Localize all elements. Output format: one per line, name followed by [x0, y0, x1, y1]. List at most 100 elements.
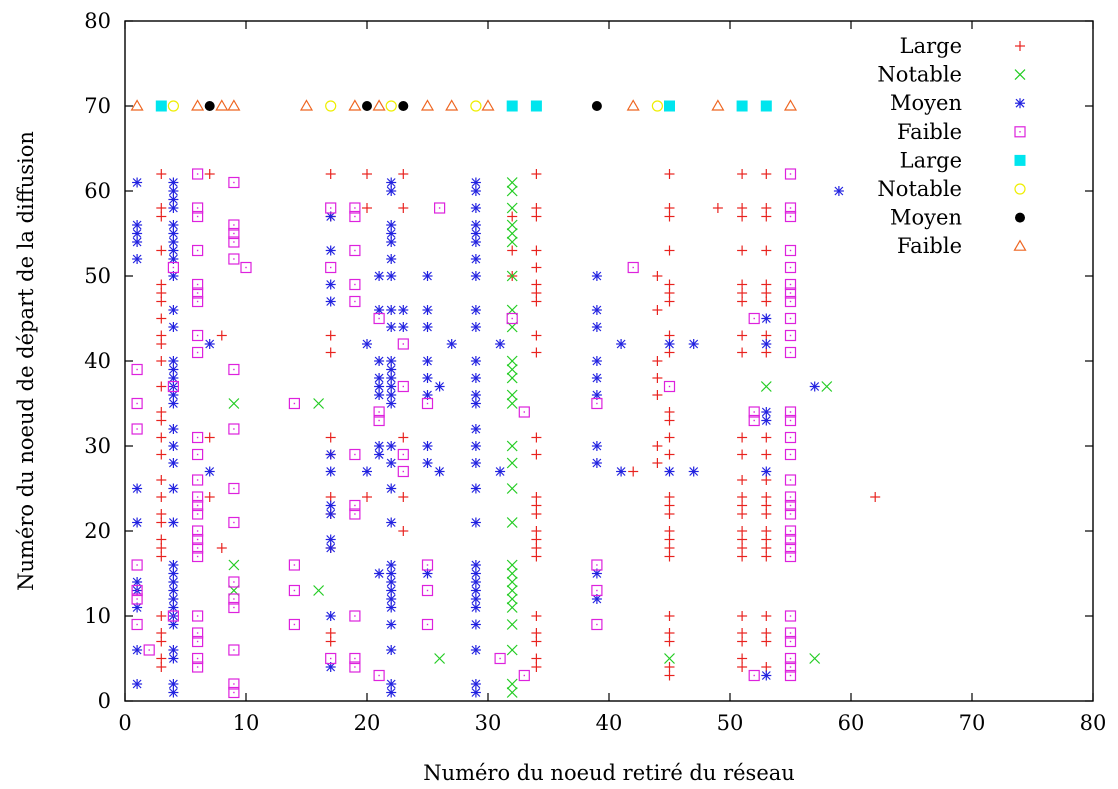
x-tick-label: 10	[233, 711, 260, 735]
data-point-plus	[507, 211, 518, 222]
data-point-cross	[506, 678, 518, 690]
data-point-square-open	[784, 414, 797, 427]
data-point-plus	[156, 415, 167, 426]
data-point-cross	[506, 687, 518, 698]
data-point-plus	[761, 509, 772, 519]
data-point-plus	[325, 330, 336, 341]
data-point-plus	[664, 534, 675, 545]
data-point-star	[168, 585, 179, 596]
data-point-star	[325, 534, 336, 545]
data-point-star	[132, 602, 143, 613]
data-point-plus	[156, 653, 167, 664]
data-point-square-open	[192, 431, 204, 444]
data-point-cross	[506, 585, 518, 596]
data-point-square-open	[228, 601, 240, 614]
data-point-star	[168, 568, 179, 579]
data-point-star	[398, 322, 409, 332]
data-point-plus	[156, 534, 167, 545]
data-point-plus	[737, 662, 748, 672]
data-point-square-open	[288, 584, 300, 597]
data-point-plus	[531, 636, 542, 647]
legend-label: Notable	[877, 177, 962, 201]
data-point-square-open	[192, 210, 204, 223]
data-point-plus	[531, 245, 542, 256]
data-point-star	[470, 619, 481, 630]
data-point-star	[325, 509, 336, 519]
data-point-plus	[362, 203, 372, 213]
data-point-star	[168, 424, 179, 434]
data-point-star	[386, 237, 397, 247]
data-point-square-open	[192, 491, 204, 503]
x-tick-label: 80	[1080, 711, 1107, 735]
data-point-star	[168, 203, 179, 213]
data-point-star	[386, 177, 397, 188]
data-point-star	[470, 398, 481, 409]
data-point-plus	[325, 636, 336, 647]
data-point-star	[470, 237, 481, 247]
data-point-square-open	[784, 312, 797, 325]
data-point-star	[761, 407, 772, 417]
axis-ticks: 0 10 20 30 40 50 60 70 80 0 10 20 30 40 50 60 70 80	[84, 9, 1106, 735]
x-tick-label: 60	[838, 711, 865, 735]
data-point-cross	[506, 177, 518, 188]
data-point-plus	[156, 330, 167, 341]
data-point-square-open	[784, 550, 797, 563]
data-point-square-filled	[530, 100, 542, 112]
data-point-triangle-open	[130, 99, 144, 111]
data-point-square-open	[784, 431, 797, 444]
data-point-plus	[761, 203, 772, 213]
data-point-star	[374, 449, 385, 460]
data-point-plus	[737, 330, 748, 341]
data-point-square-open	[192, 525, 204, 537]
data-point-plus	[664, 509, 675, 519]
data-point-circle-filled	[591, 101, 602, 111]
data-point-plus	[761, 636, 772, 647]
data-point-square-open	[192, 550, 204, 563]
data-point-plus	[398, 203, 409, 213]
data-point-star	[422, 458, 433, 468]
data-point-plus	[664, 245, 675, 256]
data-point-plus	[761, 611, 772, 621]
data-point-plus	[664, 169, 675, 179]
data-point-square-open	[288, 559, 300, 571]
data-point-square-open	[131, 618, 143, 631]
data-point-square-open	[349, 661, 361, 673]
data-point-square-open	[192, 508, 204, 520]
data-point-star	[422, 441, 433, 451]
data-point-star	[688, 466, 699, 477]
data-point-square-open	[192, 278, 204, 291]
data-point-square-open	[349, 652, 361, 665]
data-point-square-open	[349, 202, 361, 214]
data-point-star	[132, 237, 143, 247]
data-point-plus	[156, 611, 167, 621]
data-point-plus	[398, 432, 409, 443]
data-point-cross	[506, 389, 518, 401]
data-point-star	[204, 339, 215, 349]
data-point-square-open	[192, 287, 204, 299]
data-point-star	[616, 466, 627, 477]
data-point-square-open	[228, 219, 240, 231]
legend-label: Faible	[897, 234, 962, 258]
data-point-star	[761, 313, 772, 324]
data-point-star	[386, 483, 397, 494]
data-point-square-open	[131, 593, 143, 605]
data-point-star	[132, 220, 143, 230]
data-point-square-open	[167, 610, 179, 622]
data-point-star	[386, 645, 397, 655]
data-point-plus	[652, 390, 663, 400]
data-point-star	[362, 339, 372, 349]
data-point-plus	[204, 169, 215, 179]
data-point-star	[386, 364, 397, 375]
data-point-star	[470, 373, 481, 383]
data-point-square-open	[421, 618, 434, 631]
x-axis-title: Numéro du noeud retiré du réseau	[423, 761, 795, 785]
data-point-star	[591, 322, 602, 332]
x-tick-label: 30	[475, 711, 502, 735]
data-point-plus	[156, 279, 167, 290]
data-point-plus	[156, 432, 167, 443]
data-point-cross	[506, 517, 518, 528]
data-point-plus	[531, 509, 542, 519]
data-point-square-open	[518, 669, 530, 682]
data-point-cross	[313, 585, 325, 596]
data-point-cross	[506, 576, 518, 588]
